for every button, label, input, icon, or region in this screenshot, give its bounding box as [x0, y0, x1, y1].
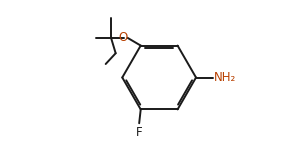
- Text: NH₂: NH₂: [214, 71, 236, 84]
- Text: O: O: [118, 31, 127, 44]
- Text: F: F: [136, 126, 143, 139]
